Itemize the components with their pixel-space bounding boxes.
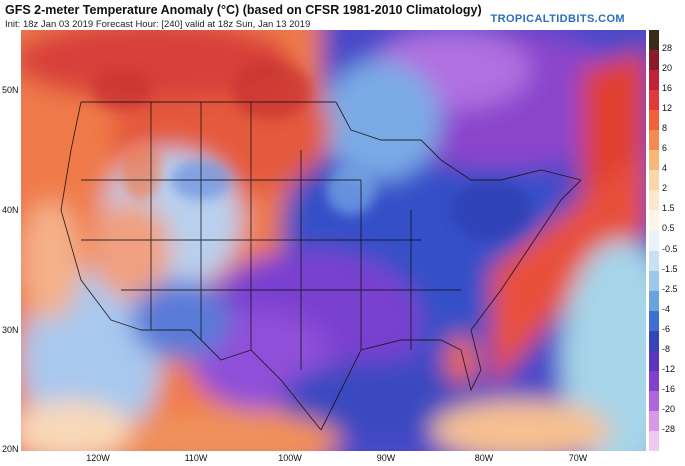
colorbar-tick-label: 1.5 [662, 203, 675, 214]
colorbar-segment [649, 50, 659, 71]
colorbar-segment [649, 330, 659, 352]
colorbar-segment [649, 70, 659, 91]
colorbar-tick-label: 2 [662, 183, 668, 194]
colorbar-tick-label: 8 [662, 123, 668, 134]
colorbar-segment [649, 230, 659, 252]
lon-label-100w: 100W [278, 453, 302, 463]
colorbar-segment [649, 130, 659, 151]
lat-label-20n: 20N [2, 444, 19, 454]
colorbar-tick-label: 20 [662, 63, 673, 74]
colorbar-segment [649, 170, 659, 191]
lon-label-70w: 70W [568, 453, 588, 463]
map-subtitle: Init: 18z Jan 03 2019 Forecast Hour: [24… [5, 19, 311, 30]
colorbar-segment [649, 410, 659, 432]
colorbar-tick-label: 12 [662, 103, 673, 114]
colorbar-segment [649, 370, 659, 392]
colorbar-tick-label: -8 [662, 343, 671, 354]
colorbar-tick-label: -2.5 [662, 283, 678, 294]
lon-label-90w: 90W [376, 453, 396, 463]
lat-label-30n: 30N [2, 325, 19, 335]
colorbar-tick-label: -4 [662, 303, 671, 314]
colorbar-segment [649, 110, 659, 131]
colorbar-tick-label: 28 [662, 43, 673, 54]
colorbar-segment [649, 350, 659, 372]
map-title: GFS 2-meter Temperature Anomaly (°C) (ba… [5, 3, 482, 17]
lat-label-40n: 40N [2, 205, 19, 215]
colorbar-tick-label: 16 [662, 83, 673, 94]
colorbar-segment [649, 310, 659, 332]
colorbar-segment [649, 210, 659, 231]
lat-label-50n: 50N [2, 85, 19, 95]
anomaly-map [21, 30, 646, 451]
colorbar-segment [649, 290, 659, 312]
colorbar-segment [649, 190, 659, 211]
colorbar-tick-label: 4 [662, 163, 668, 174]
colorbar-tick-label: -0.5 [662, 243, 678, 254]
anomaly-field [21, 30, 646, 451]
colorbar-segment [649, 90, 659, 111]
colorbar-segment [649, 250, 659, 272]
lon-label-110w: 110W [184, 453, 208, 463]
colorbar-segment [649, 150, 659, 171]
colorbar-tick-label: 0.5 [662, 223, 675, 234]
colorbar [649, 30, 659, 452]
colorbar-tick-label: -1.5 [662, 263, 678, 274]
colorbar-tick-label: -20 [662, 403, 676, 414]
colorbar-segment [649, 30, 659, 51]
colorbar-tick-label: 6 [662, 143, 668, 154]
lon-label-80w: 80W [474, 453, 494, 463]
colorbar-tick-label: -6 [662, 323, 671, 334]
brand-watermark: TROPICALTIDBITS.COM [490, 13, 625, 25]
colorbar-segment [649, 430, 659, 452]
colorbar-tick-label: -16 [662, 383, 676, 394]
colorbar-segment [649, 390, 659, 412]
lon-label-120w: 120W [86, 453, 110, 463]
colorbar-tick-label: -12 [662, 363, 676, 374]
colorbar-tick-label: -28 [662, 423, 676, 434]
colorbar-segment [649, 270, 659, 292]
